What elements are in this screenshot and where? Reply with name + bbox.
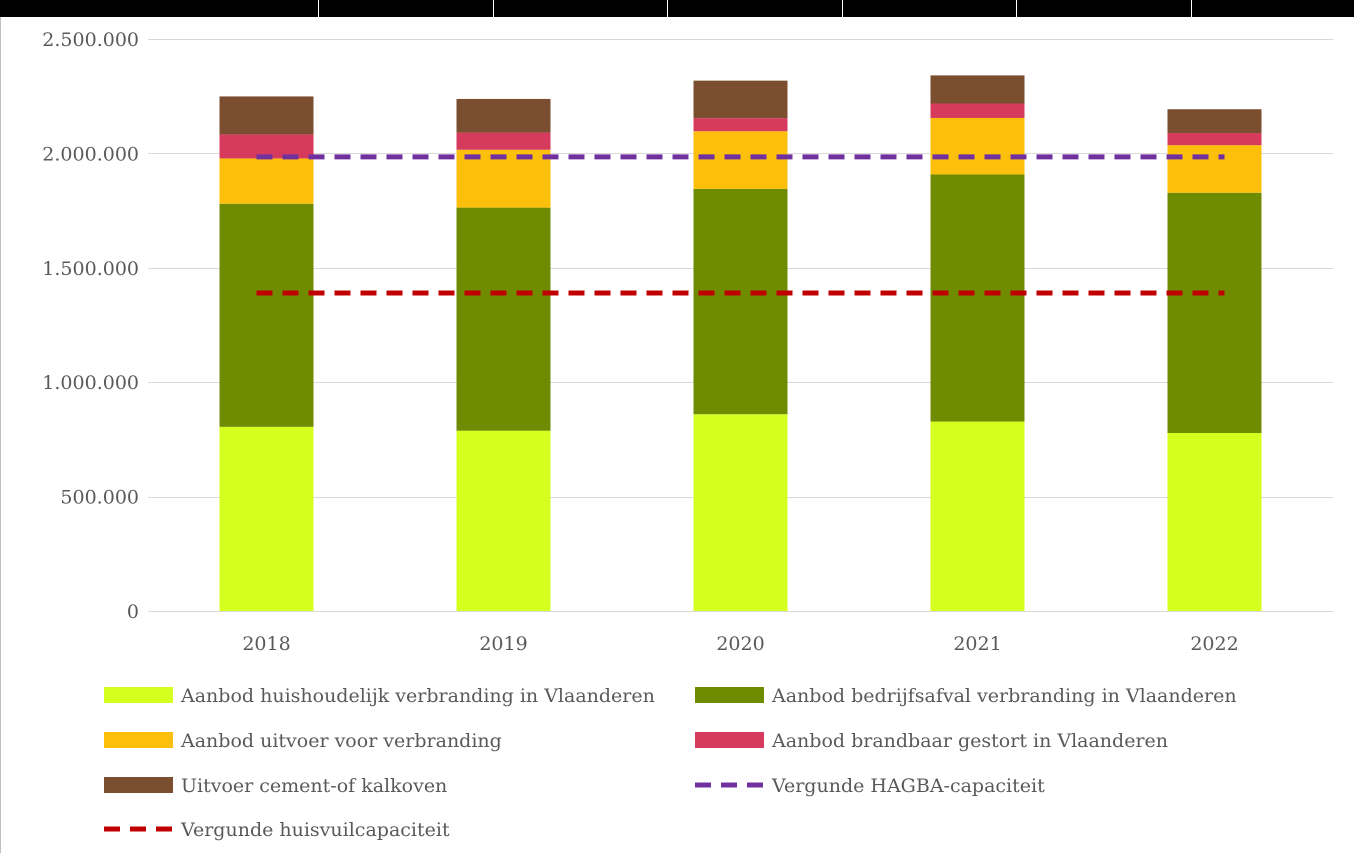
bar-segment — [930, 75, 1025, 104]
y-tick-label: 1.000.000 — [42, 372, 139, 394]
legend-label: Aanbod uitvoer voor verbranding — [180, 730, 502, 752]
bar-segment — [930, 103, 1025, 118]
x-axis-tick-labels: 2018 2019 2020 2021 2022 — [242, 633, 1238, 655]
legend-label: Aanbod huishoudelijk verbranding in Vlaa… — [180, 685, 655, 707]
bar-segment — [219, 426, 314, 611]
legend-label: Aanbod bedrijfsafval verbranding in Vlaa… — [771, 685, 1237, 707]
legend-label: Vergunde HAGBA-capaciteit — [771, 775, 1045, 797]
legend-label: Vergunde huisvuilcapaciteit — [180, 819, 450, 841]
bar-segment — [1167, 432, 1262, 611]
bar-segment — [930, 117, 1025, 175]
bar-segment — [456, 430, 551, 611]
bar-segment — [930, 174, 1025, 422]
y-axis-tick-labels: 0 500.000 1.000.000 1.500.000 2.000.000 2.500… — [42, 29, 139, 623]
bar-segment — [693, 188, 788, 415]
x-tick-label: 2019 — [479, 633, 527, 655]
bar-segment — [456, 207, 551, 431]
bar-segment — [693, 80, 788, 119]
legend: Aanbod huishoudelijk verbranding in Vlaa… — [104, 685, 1237, 841]
bar-segment — [456, 98, 551, 133]
bar-segment — [456, 132, 551, 150]
bar-segment — [693, 131, 788, 189]
bar-segment — [1167, 133, 1262, 146]
x-tick-label: 2022 — [1190, 633, 1238, 655]
x-tick-label: 2021 — [953, 633, 1001, 655]
bar-segment — [219, 158, 314, 204]
bar-segment — [219, 96, 314, 135]
bar-segment — [1167, 109, 1262, 134]
bar-segment — [219, 203, 314, 427]
bar-segment — [1167, 192, 1262, 433]
y-tick-label: 0 — [127, 601, 139, 623]
bar-segment — [1167, 145, 1262, 193]
legend-swatch — [695, 732, 764, 748]
legend-label: Uitvoer cement-of kalkoven — [181, 775, 447, 797]
y-tick-label: 500.000 — [60, 487, 139, 509]
legend-swatch — [695, 687, 764, 703]
capacity-lines — [256, 154, 1225, 296]
bar-segment — [456, 149, 551, 208]
bar-segment — [693, 118, 788, 132]
legend-swatch — [104, 777, 173, 793]
y-tick-label: 1.500.000 — [42, 258, 139, 280]
bar-segment — [693, 414, 788, 611]
legend-swatch — [104, 732, 173, 748]
legend-label: Aanbod brandbaar gestort in Vlaanderen — [771, 730, 1168, 752]
y-tick-label: 2.500.000 — [42, 29, 139, 51]
legend-swatch — [104, 687, 173, 703]
x-tick-label: 2018 — [242, 633, 290, 655]
bar-segment — [930, 421, 1025, 611]
stacked-bars — [219, 75, 1262, 611]
y-tick-label: 2.000.000 — [42, 143, 139, 165]
x-tick-label: 2020 — [716, 633, 764, 655]
